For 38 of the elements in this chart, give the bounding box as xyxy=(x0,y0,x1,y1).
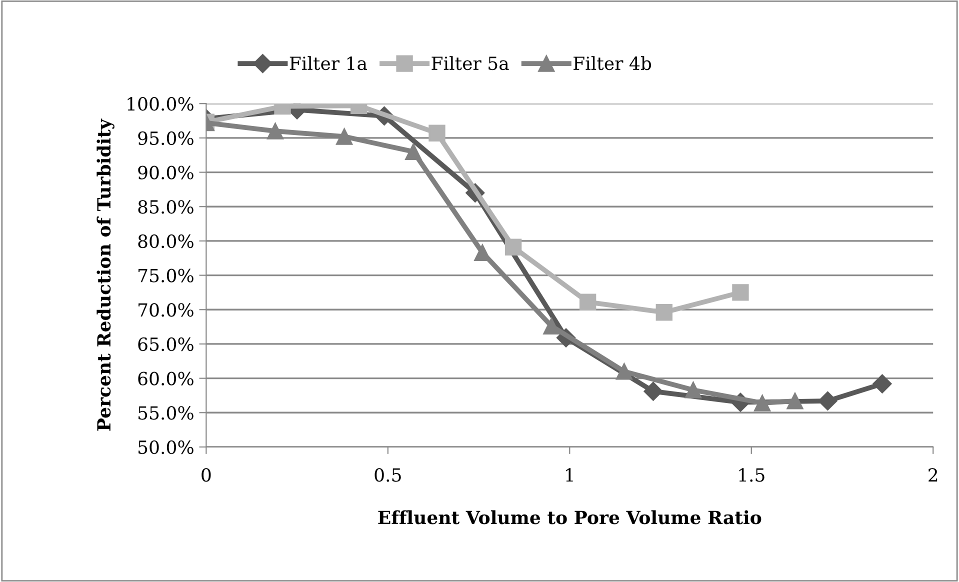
x-tick-label: 0.5 xyxy=(374,468,401,482)
y-tick-label: 100.0% xyxy=(128,97,194,111)
point xyxy=(405,143,422,160)
y-tick-label: 85.0% xyxy=(138,200,194,214)
y-tick-label: 65.0% xyxy=(138,337,194,352)
point xyxy=(818,391,838,410)
point xyxy=(474,244,491,261)
point xyxy=(428,124,446,142)
legend-label: Filter 1a xyxy=(290,56,368,70)
x-tick-label: 2 xyxy=(928,468,938,482)
point xyxy=(754,394,771,412)
y-tick-label: 95.0% xyxy=(138,131,194,146)
x-tick-label: 1 xyxy=(566,468,573,482)
x-tick-label: 1.5 xyxy=(739,468,764,482)
point xyxy=(266,122,284,140)
y-tick-label: 90.0% xyxy=(138,166,194,180)
point xyxy=(732,284,749,301)
x-tick-label: 0 xyxy=(202,468,211,482)
point xyxy=(786,392,804,410)
y-tick-label: 55.0% xyxy=(138,406,194,420)
point xyxy=(543,318,560,334)
y-tick-label: 75.0% xyxy=(138,268,194,282)
point xyxy=(656,304,672,321)
point xyxy=(872,374,892,394)
y-tick-label: 60.0% xyxy=(138,372,194,386)
point xyxy=(616,363,632,380)
point xyxy=(504,238,522,256)
y-tick-label: 80.0% xyxy=(138,234,194,248)
x-axis-title: Effluent Volume to Pore Volume Ratio xyxy=(378,510,762,524)
y-tick-label: 50.0% xyxy=(138,440,194,454)
y-axis-title: Percent Reduction of Turbidity xyxy=(96,118,114,431)
legend-label: Filter 4b xyxy=(574,56,652,70)
point xyxy=(336,128,353,145)
y-tick-label: 70.0% xyxy=(138,303,194,317)
point xyxy=(684,382,702,398)
legend-label: Filter 5a xyxy=(432,56,509,70)
point xyxy=(644,382,663,401)
point xyxy=(579,294,596,310)
